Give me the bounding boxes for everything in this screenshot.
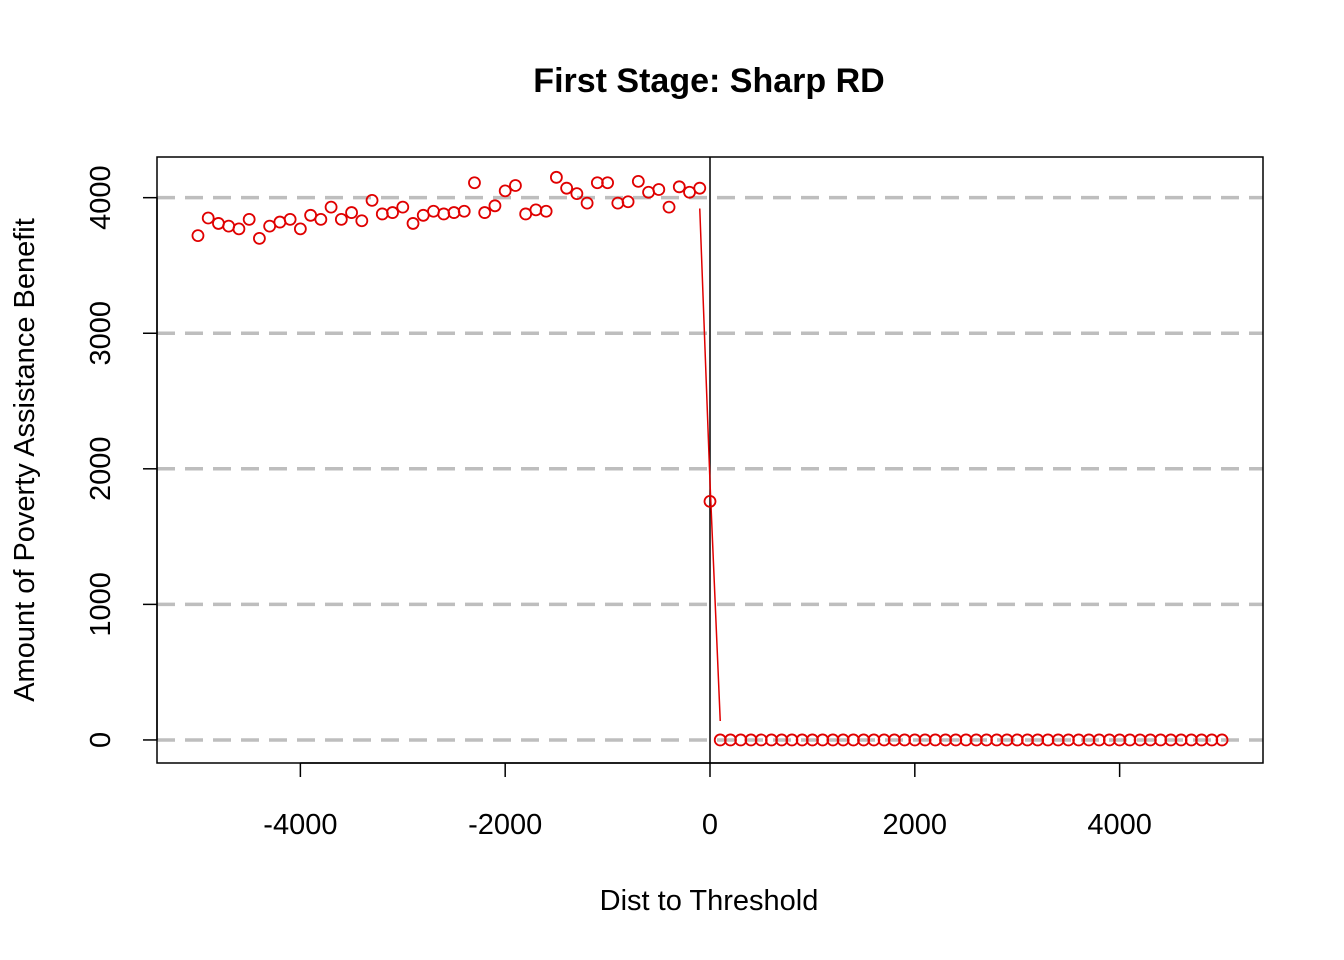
point-left-9 bbox=[283, 212, 297, 226]
point-left-42 bbox=[621, 195, 635, 209]
x-tick-label-3: 2000 bbox=[883, 809, 948, 841]
chart-title: First Stage: Sharp RD bbox=[533, 62, 884, 100]
y-tick-label-2: 2000 bbox=[85, 437, 117, 502]
point-left-14 bbox=[334, 212, 348, 226]
point-left-46 bbox=[662, 200, 676, 214]
point-left-36 bbox=[560, 181, 574, 195]
point-left-19 bbox=[386, 206, 399, 219]
point-left-40 bbox=[601, 176, 614, 190]
point-left-15 bbox=[345, 206, 358, 219]
point-left-0 bbox=[191, 229, 205, 243]
point-left-45 bbox=[652, 183, 666, 196]
y-axis: 0 1000 2000 3000 4000 bbox=[85, 165, 158, 748]
fit-line bbox=[699, 208, 721, 722]
point-left-26 bbox=[457, 204, 471, 218]
point-left-30 bbox=[498, 184, 512, 198]
point-left-33 bbox=[529, 203, 543, 217]
y-tick-label-3: 3000 bbox=[85, 301, 117, 366]
point-left-47 bbox=[672, 180, 686, 194]
point-left-1 bbox=[201, 211, 215, 225]
point-left-34 bbox=[539, 204, 553, 218]
point-left-17 bbox=[365, 193, 379, 207]
point-left-10 bbox=[293, 222, 307, 236]
point-left-25 bbox=[447, 206, 461, 219]
data-points bbox=[191, 170, 1229, 747]
point-left-24 bbox=[437, 207, 451, 221]
point-left-29 bbox=[488, 199, 502, 213]
x-tick-label-1: -2000 bbox=[468, 809, 542, 841]
point-left-12 bbox=[314, 212, 328, 226]
point-left-20 bbox=[396, 200, 410, 214]
point-left-37 bbox=[570, 187, 584, 201]
x-tick-label-0: -4000 bbox=[263, 809, 337, 841]
point-left-21 bbox=[406, 217, 420, 230]
point-left-35 bbox=[549, 170, 563, 184]
grid-lines bbox=[157, 195, 1263, 742]
point-left-38 bbox=[580, 196, 594, 210]
point-left-13 bbox=[324, 200, 338, 214]
x-tick-label-4: 4000 bbox=[1087, 809, 1152, 841]
point-left-28 bbox=[478, 206, 492, 219]
point-cutoff bbox=[703, 494, 717, 508]
point-left-43 bbox=[631, 175, 645, 188]
y-axis-title: Amount of Poverty Assistance Benefit bbox=[9, 218, 41, 702]
point-left-5 bbox=[242, 212, 256, 226]
y-tick-label-1: 1000 bbox=[85, 572, 117, 637]
point-left-18 bbox=[375, 207, 389, 221]
point-left-49 bbox=[693, 181, 707, 195]
point-right-49 bbox=[1215, 733, 1229, 747]
y-tick-label-0: 0 bbox=[85, 732, 117, 748]
point-left-4 bbox=[232, 222, 246, 236]
x-tick-label-2: 0 bbox=[702, 809, 718, 841]
x-axis: -4000 -2000 0 2000 4000 bbox=[263, 762, 1152, 841]
x-axis-title: Dist to Threshold bbox=[600, 885, 819, 917]
point-left-6 bbox=[253, 231, 266, 245]
point-left-23 bbox=[427, 204, 440, 218]
point-left-27 bbox=[468, 176, 481, 190]
y-tick-label-4: 4000 bbox=[85, 165, 117, 230]
point-left-8 bbox=[273, 215, 287, 229]
point-left-3 bbox=[222, 219, 236, 233]
point-left-16 bbox=[355, 214, 369, 228]
point-left-31 bbox=[509, 179, 522, 192]
point-left-2 bbox=[212, 217, 225, 230]
